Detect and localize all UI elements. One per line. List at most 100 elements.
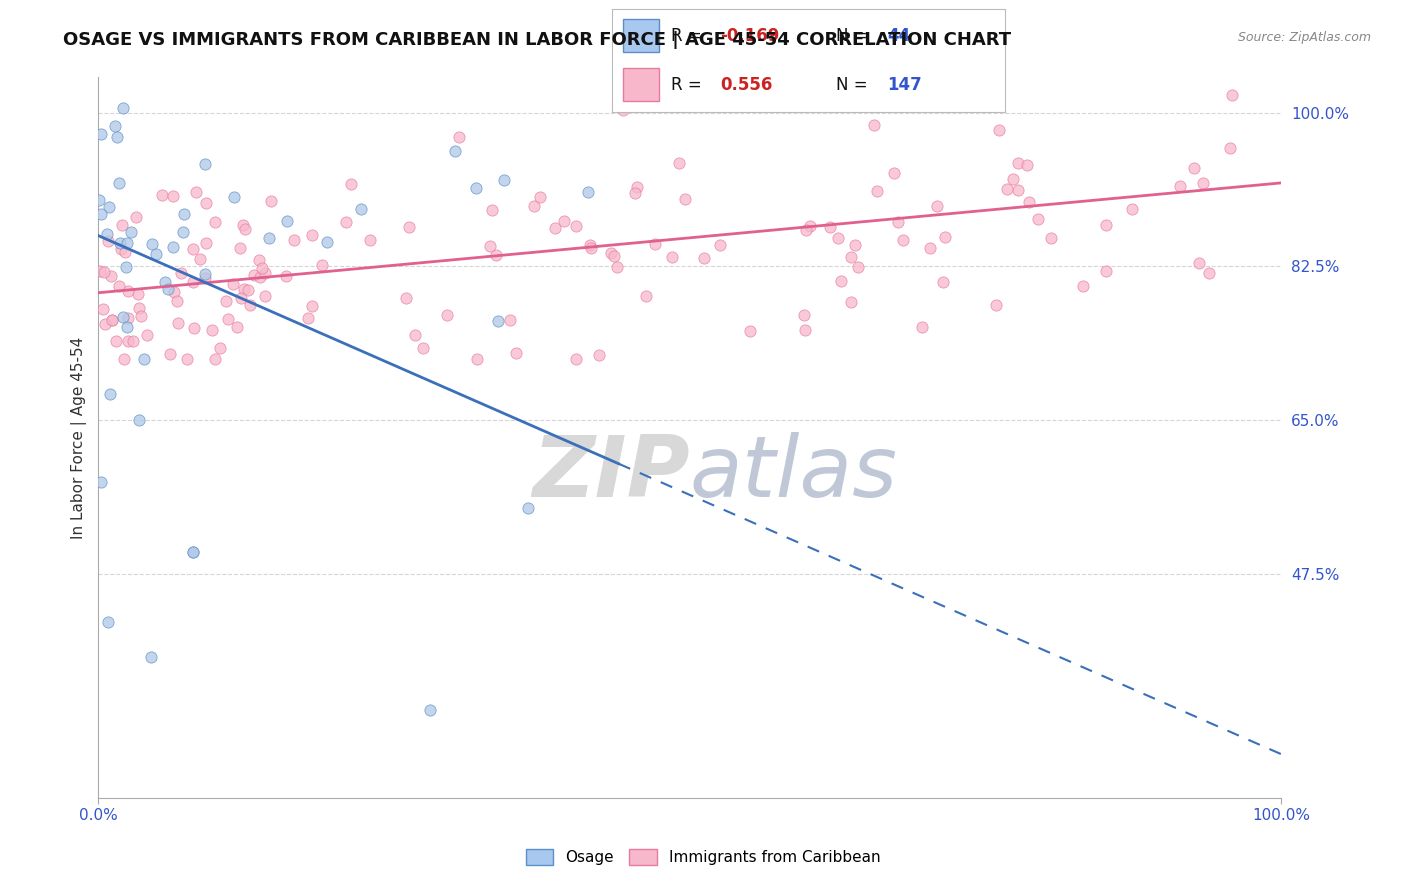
Point: [412, 341, 434, 355]
Point: [465, 351, 488, 366]
Point: [579, 241, 602, 255]
Point: [578, 186, 600, 200]
Point: [222, 277, 245, 291]
Point: [183, 321, 205, 335]
Point: [101, 313, 124, 327]
Point: [105, 334, 128, 349]
Point: [108, 278, 131, 293]
Point: [229, 241, 252, 255]
Point: [301, 299, 323, 313]
Point: [128, 413, 150, 427]
Point: [181, 242, 204, 256]
Point: [419, 703, 441, 717]
Point: [492, 172, 515, 186]
Point: [166, 293, 188, 308]
Point: [1039, 230, 1062, 244]
Point: [486, 313, 509, 327]
Point: [209, 341, 232, 355]
Point: [93, 318, 115, 332]
Point: [668, 156, 690, 170]
Point: [249, 269, 271, 284]
Point: [117, 235, 139, 250]
Point: [523, 199, 546, 213]
Point: [606, 260, 628, 274]
Text: -0.169: -0.169: [720, 27, 779, 45]
Point: [565, 219, 588, 234]
Point: [238, 283, 260, 297]
Point: [129, 310, 152, 324]
Point: [499, 312, 522, 326]
Point: [481, 203, 503, 218]
Point: [156, 282, 179, 296]
Point: [233, 282, 256, 296]
Text: atlas: atlas: [690, 433, 897, 516]
Point: [398, 220, 420, 235]
Text: 147: 147: [887, 76, 922, 94]
Point: [1184, 161, 1206, 176]
Point: [153, 275, 176, 289]
Point: [986, 298, 1008, 312]
Point: [839, 250, 862, 264]
Point: [505, 346, 527, 360]
Point: [98, 200, 121, 214]
Point: [159, 347, 181, 361]
Point: [404, 327, 426, 342]
Point: [188, 252, 211, 267]
Point: [114, 245, 136, 260]
Text: N =: N =: [837, 27, 868, 45]
Point: [603, 248, 626, 262]
Point: [136, 327, 159, 342]
Point: [793, 309, 815, 323]
Point: [443, 144, 465, 158]
Point: [626, 179, 648, 194]
Point: [90, 127, 112, 141]
FancyBboxPatch shape: [623, 69, 659, 101]
Point: [794, 223, 817, 237]
Point: [243, 268, 266, 283]
Point: [132, 351, 155, 366]
Point: [478, 239, 501, 253]
Point: [101, 313, 124, 327]
Point: [204, 215, 226, 229]
Point: [97, 235, 120, 249]
Point: [96, 227, 118, 241]
Point: [1121, 202, 1143, 217]
Point: [194, 235, 217, 250]
Point: [673, 192, 696, 206]
Point: [644, 237, 666, 252]
Point: [844, 238, 866, 252]
Point: [215, 294, 238, 309]
Point: [89, 264, 111, 278]
Point: [195, 196, 218, 211]
Text: 44: 44: [887, 27, 911, 45]
Point: [184, 185, 207, 199]
Point: [1192, 177, 1215, 191]
Point: [799, 219, 821, 233]
Point: [1198, 267, 1220, 281]
Point: [181, 545, 204, 559]
Point: [233, 221, 256, 235]
Point: [311, 258, 333, 272]
Point: [122, 334, 145, 348]
FancyBboxPatch shape: [623, 19, 659, 52]
Point: [1018, 194, 1040, 209]
Point: [90, 475, 112, 489]
Text: 0.556: 0.556: [720, 76, 772, 94]
Point: [932, 275, 955, 289]
Point: [927, 199, 949, 213]
Point: [108, 236, 131, 251]
Text: Source: ZipAtlas.com: Source: ZipAtlas.com: [1237, 31, 1371, 45]
Point: [145, 247, 167, 261]
Point: [1026, 211, 1049, 226]
Point: [141, 650, 163, 665]
Point: [911, 320, 934, 334]
Point: [1007, 156, 1029, 170]
Point: [276, 214, 298, 228]
Point: [181, 545, 204, 559]
Point: [1071, 279, 1094, 293]
Point: [252, 261, 274, 276]
Point: [111, 218, 134, 232]
Point: [162, 189, 184, 203]
Point: [283, 234, 305, 248]
Point: [436, 308, 458, 322]
